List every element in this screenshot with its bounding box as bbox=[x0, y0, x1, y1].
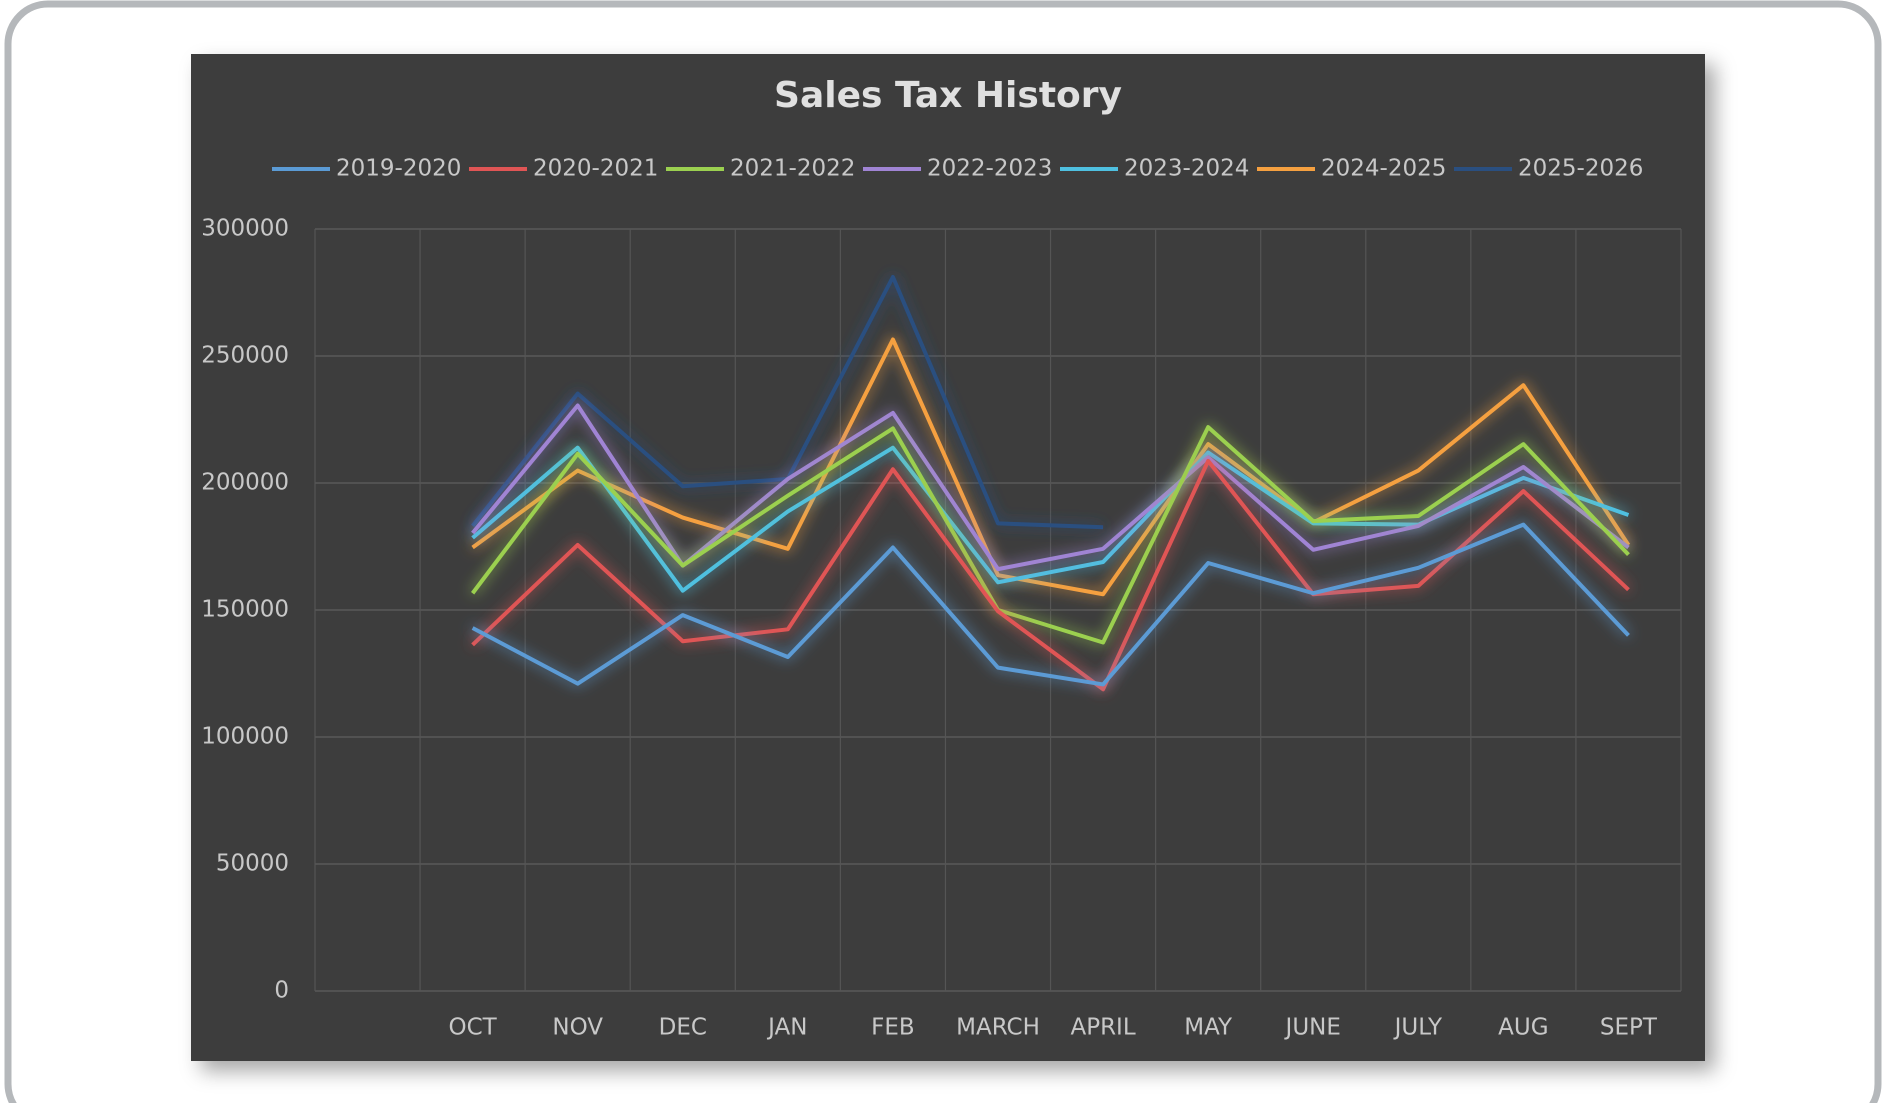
legend-label: 2022-2023 bbox=[927, 156, 1052, 182]
x-tick-label: FEB bbox=[871, 1015, 915, 1041]
y-tick-label: 50000 bbox=[216, 851, 289, 877]
legend-label: 2019-2020 bbox=[336, 156, 461, 182]
y-tick-label: 300000 bbox=[201, 216, 289, 242]
x-tick-label: JULY bbox=[1393, 1015, 1443, 1041]
y-tick-label: 100000 bbox=[201, 724, 289, 750]
x-tick-label: OCT bbox=[449, 1015, 498, 1041]
series-line bbox=[471, 403, 1630, 572]
series-line bbox=[471, 425, 1630, 645]
legend-label: 2023-2024 bbox=[1124, 156, 1249, 182]
chart-title: Sales Tax History bbox=[774, 75, 1122, 116]
series-line bbox=[471, 337, 1631, 597]
x-tick-label: JAN bbox=[766, 1015, 807, 1041]
y-tick-label: 250000 bbox=[201, 343, 289, 369]
series-line bbox=[471, 522, 1630, 687]
x-tick-label: NOV bbox=[552, 1015, 603, 1041]
x-tick-label: MARCH bbox=[956, 1015, 1040, 1041]
y-tick-label: 200000 bbox=[201, 470, 289, 496]
legend-label: 2021-2022 bbox=[730, 156, 855, 182]
legend-label: 2025-2026 bbox=[1518, 156, 1643, 182]
x-tick-label: APRIL bbox=[1070, 1015, 1135, 1041]
y-tick-label: 150000 bbox=[201, 597, 289, 623]
x-tick-label: SEPT bbox=[1600, 1015, 1658, 1041]
x-tick-label: JUNE bbox=[1284, 1015, 1341, 1041]
y-tick-label: 0 bbox=[274, 978, 289, 1004]
x-tick-label: DEC bbox=[659, 1015, 707, 1041]
x-tick-label: AUG bbox=[1498, 1015, 1548, 1041]
chart-area bbox=[191, 54, 1705, 1061]
legend-label: 2024-2025 bbox=[1321, 156, 1446, 182]
legend-label: 2020-2021 bbox=[533, 156, 658, 182]
x-tick-label: MAY bbox=[1184, 1015, 1233, 1041]
